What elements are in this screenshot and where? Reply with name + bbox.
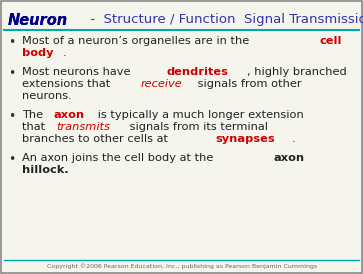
Text: Most neurons have: Most neurons have: [22, 67, 134, 77]
Text: signals from other: signals from other: [195, 79, 302, 89]
Text: •: •: [8, 110, 15, 123]
Text: extensions that: extensions that: [22, 79, 114, 89]
Text: Most of a neuron’s organelles are in the: Most of a neuron’s organelles are in the: [22, 36, 253, 46]
Text: neurons.: neurons.: [22, 91, 72, 101]
Text: , highly branched: , highly branched: [246, 67, 346, 77]
Text: dendrites: dendrites: [167, 67, 229, 77]
Text: is typically a much longer extension: is typically a much longer extension: [94, 110, 304, 120]
Text: body: body: [22, 48, 53, 58]
Text: .: .: [292, 134, 295, 144]
Text: cell: cell: [320, 36, 342, 46]
Text: signals from its terminal: signals from its terminal: [126, 122, 268, 132]
Text: •: •: [8, 153, 15, 166]
Text: branches to other cells at: branches to other cells at: [22, 134, 172, 144]
Text: hillock.: hillock.: [22, 165, 69, 175]
Text: that: that: [22, 122, 49, 132]
Text: •: •: [8, 67, 15, 80]
Text: axon: axon: [54, 110, 85, 120]
Text: The: The: [22, 110, 47, 120]
Text: An axon joins the cell body at the: An axon joins the cell body at the: [22, 153, 217, 163]
Text: axon: axon: [274, 153, 305, 163]
Text: receive: receive: [140, 79, 182, 89]
Text: -  Structure / Function  Signal Transmission: - Structure / Function Signal Transmissi…: [86, 13, 363, 26]
Text: Copyright ©2006 Pearson Education, Inc., publishing as Pearson Benjamin Cummings: Copyright ©2006 Pearson Education, Inc.,…: [47, 263, 317, 269]
Text: synapses: synapses: [215, 134, 275, 144]
Text: Neuron: Neuron: [8, 13, 68, 28]
Text: •: •: [8, 36, 15, 49]
Text: transmits: transmits: [57, 122, 110, 132]
Text: Neuron: Neuron: [8, 13, 68, 28]
Text: .: .: [63, 48, 66, 58]
